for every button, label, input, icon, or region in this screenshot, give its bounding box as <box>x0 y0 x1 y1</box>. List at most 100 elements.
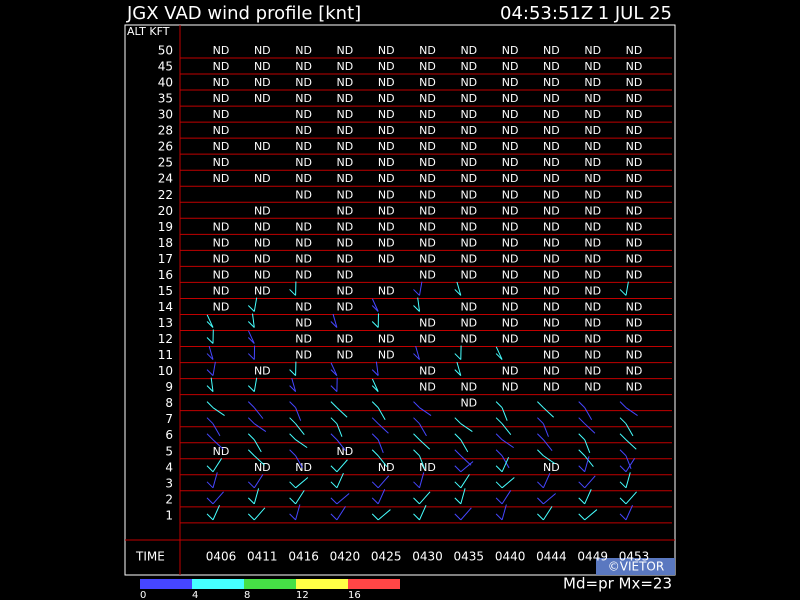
barb-staff <box>460 461 474 473</box>
barb-staff <box>377 475 390 489</box>
barb-flag <box>330 385 338 392</box>
barb-staff <box>336 439 346 451</box>
barb-staff <box>460 488 466 504</box>
no-data: ND <box>626 349 643 362</box>
no-data: ND <box>626 381 643 394</box>
no-data: ND <box>460 381 477 394</box>
barb-staff <box>460 455 472 466</box>
barb-staff <box>456 362 462 376</box>
barb-flag <box>578 497 586 505</box>
barb-flag <box>289 417 296 425</box>
barb-staff <box>253 488 260 504</box>
no-data: ND <box>584 92 601 105</box>
barb-staff <box>419 455 426 469</box>
barb-flag <box>371 481 379 489</box>
no-data: ND <box>543 156 560 169</box>
barb-staff <box>542 423 549 437</box>
no-data: ND <box>419 44 436 57</box>
altitude-label: 50 <box>158 44 173 58</box>
barb-staff <box>460 439 469 453</box>
no-data: ND <box>502 92 519 105</box>
no-data: ND <box>213 156 230 169</box>
no-data: ND <box>502 44 519 57</box>
no-data: ND <box>337 349 354 362</box>
no-data: ND <box>378 204 395 217</box>
barb-flag <box>454 465 462 473</box>
legend-swatch <box>140 579 192 589</box>
mode: Md=pr Mx=23 <box>563 575 672 593</box>
no-data: ND <box>295 188 312 201</box>
barb-staff <box>210 377 214 392</box>
barb-flag <box>537 417 544 425</box>
no-data: ND <box>460 124 477 137</box>
barb-flag <box>413 401 420 409</box>
no-data: ND <box>460 204 477 217</box>
legend-swatch <box>296 579 348 589</box>
no-data: ND <box>543 60 560 73</box>
barb-flag <box>330 401 338 409</box>
barb-staff <box>212 505 220 521</box>
no-data: ND <box>584 381 601 394</box>
barb-flag <box>330 417 338 425</box>
barb-flag <box>206 385 214 392</box>
no-data: ND <box>419 381 436 394</box>
barb-staff <box>584 475 596 489</box>
no-data: ND <box>337 204 354 217</box>
no-data: ND <box>502 76 519 89</box>
no-data: ND <box>213 140 230 153</box>
no-data: ND <box>337 124 354 137</box>
barb-staff <box>456 281 462 296</box>
barb-flag <box>289 449 296 457</box>
no-data: ND <box>213 445 230 458</box>
barb-flag <box>454 449 462 457</box>
barb-staff <box>332 313 338 328</box>
no-data: ND <box>378 108 395 121</box>
barb-flag <box>247 417 255 425</box>
barb-flag <box>247 513 255 521</box>
legend-swatch <box>348 579 400 589</box>
no-data: ND <box>460 140 477 153</box>
no-data: ND <box>295 140 312 153</box>
barb-staff <box>543 439 553 451</box>
no-data: ND <box>502 188 519 201</box>
no-data: ND <box>543 124 560 137</box>
no-data: ND <box>584 236 601 249</box>
no-data: ND <box>295 124 312 137</box>
barb-flag <box>454 353 462 360</box>
barb-staff <box>501 504 507 521</box>
barb-flag <box>413 433 420 441</box>
barb-flag <box>247 385 255 392</box>
barb-flag <box>495 401 503 409</box>
barb-flag <box>413 497 420 505</box>
legend-label: 4 <box>192 590 198 600</box>
barb-staff <box>419 281 423 296</box>
altitude-label: 40 <box>158 76 173 90</box>
altitude-label: 22 <box>158 188 173 202</box>
barb-flag <box>330 513 338 521</box>
barb-staff <box>371 378 379 392</box>
barb-staff <box>212 407 225 416</box>
no-data: ND <box>626 204 643 217</box>
barb-flag <box>330 433 338 441</box>
barb-flag <box>206 321 214 328</box>
barb-staff <box>253 407 264 419</box>
altitude-label: 7 <box>165 412 173 426</box>
no-data: ND <box>419 365 436 378</box>
no-data: ND <box>378 172 395 185</box>
barb-flag <box>413 481 420 489</box>
barb-flag <box>495 481 503 489</box>
no-data: ND <box>584 76 601 89</box>
barb-staff <box>295 490 305 505</box>
no-data: ND <box>584 124 601 137</box>
altitude-label: 2 <box>165 492 173 506</box>
barb-staff <box>417 297 420 312</box>
barbs <box>206 281 638 521</box>
no-data: ND <box>543 349 560 362</box>
no-data: ND <box>295 92 312 105</box>
barb-flag <box>619 465 627 473</box>
barb-flag <box>454 513 462 521</box>
no-data: ND <box>378 124 395 137</box>
barb-flag <box>289 513 296 521</box>
no-data: ND <box>543 188 560 201</box>
barb-flag <box>371 433 379 441</box>
